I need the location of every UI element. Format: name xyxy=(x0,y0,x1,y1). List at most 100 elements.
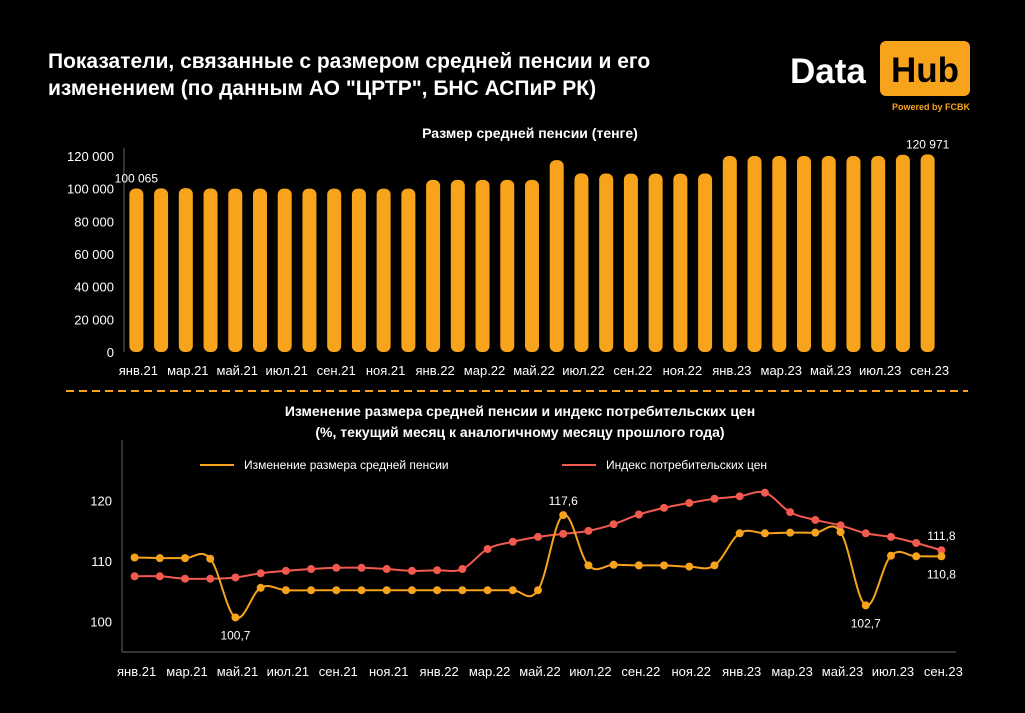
bar-x-tick-label: сен.23 xyxy=(910,363,949,378)
point-cpi-май.21 xyxy=(231,573,240,582)
bar-x-tick-label: июл.23 xyxy=(859,363,901,378)
line-x-tick-label: май.21 xyxy=(217,664,259,679)
bar-chart-y-ticks: 0 20 000 40 000 60 000 80 000 100 000 120 000 xyxy=(67,149,114,360)
point-pension-май.22 xyxy=(534,586,542,595)
line-y-tick-label: 110 xyxy=(91,554,112,569)
point-pension-авг.23 xyxy=(912,552,921,561)
line-data-label: 102,7 xyxy=(851,616,881,630)
point-pension-мар.22 xyxy=(483,586,492,595)
bar-x-tick-label: янв.22 xyxy=(415,363,454,378)
point-cpi-авг.23 xyxy=(912,538,921,547)
line-data-label: 111,8 xyxy=(927,529,956,543)
point-cpi-июн.22 xyxy=(559,529,568,538)
line-x-tick-label: янв.22 xyxy=(420,664,459,679)
point-pension-май.21 xyxy=(231,613,240,622)
point-pension-мар.21 xyxy=(181,554,190,563)
point-cpi-янв.21 xyxy=(130,572,139,581)
bar-chart-title: Размер средней пенсии (тенге) xyxy=(422,125,638,141)
line-y-tick-label: 100 xyxy=(90,615,112,630)
logo-box-word: Hub xyxy=(890,51,960,90)
bar-янв.23 xyxy=(722,156,737,352)
line-y-tick-label: 120 xyxy=(90,494,112,509)
point-pension-дек.22 xyxy=(710,561,719,570)
bar-y-tick-label: 40 000 xyxy=(74,280,114,295)
bar-x-tick-label: июл.22 xyxy=(562,363,604,378)
line-chart-series xyxy=(130,488,946,622)
bar-y-tick-label: 20 000 xyxy=(74,312,114,327)
line-chart-x-ticks: янв.21 мар.21 май.21 июл.21 сен.21 ноя.21 янв.… xyxy=(117,664,963,679)
point-pension-июн.22 xyxy=(559,511,568,520)
line-series-pension xyxy=(134,514,942,619)
line-chart: Изменение размера средней пенсии и индек… xyxy=(90,403,963,679)
line-x-tick-label: мар.23 xyxy=(771,664,812,679)
bar-x-tick-label: сен.21 xyxy=(317,363,356,378)
line-x-tick-label: янв.23 xyxy=(722,664,761,679)
bar-апр.21 xyxy=(203,188,218,352)
point-cpi-янв.22 xyxy=(433,566,442,575)
point-pension-ноя.22 xyxy=(685,562,694,571)
point-cpi-май.22 xyxy=(534,532,542,541)
point-pension-ноя.21 xyxy=(382,586,391,595)
point-pension-апр.22 xyxy=(508,586,517,595)
line-chart-title-line-1: Изменение размера средней пенсии и индек… xyxy=(285,403,755,419)
bar-x-tick-label: ноя.21 xyxy=(366,363,406,378)
line-x-tick-label: май.23 xyxy=(822,664,864,679)
bar-y-tick-label: 100 000 xyxy=(67,182,114,197)
point-cpi-ноя.21 xyxy=(382,565,391,574)
point-cpi-фев.22 xyxy=(458,565,467,574)
line-x-tick-label: май.22 xyxy=(519,664,561,679)
logo-box: Hub xyxy=(880,41,970,96)
bar-ноя.21 xyxy=(376,188,391,352)
bar-y-tick-label: 80 000 xyxy=(74,214,114,229)
bar-x-tick-label: май.22 xyxy=(513,363,555,378)
bar-май.21 xyxy=(228,188,243,352)
line-data-label: 100,7 xyxy=(220,628,250,642)
bar-ноя.22 xyxy=(673,173,688,352)
point-pension-фев.22 xyxy=(458,586,467,595)
point-pension-июл.23 xyxy=(886,551,895,560)
point-cpi-июл.23 xyxy=(886,532,895,541)
legend-label-cpi: Индекс потребительских цен xyxy=(606,458,767,472)
point-cpi-сен.22 xyxy=(634,510,643,519)
bar-май.22 xyxy=(525,179,539,352)
bar-янв.21 xyxy=(129,188,144,352)
bar-chart: Размер средней пенсии (тенге) 0 20 000 40 … xyxy=(67,125,950,378)
bar-сен.22 xyxy=(623,173,638,352)
bar-x-tick-label: май.21 xyxy=(217,363,259,378)
bar-мар.22 xyxy=(475,179,490,352)
line-x-tick-label: июл.22 xyxy=(569,664,611,679)
point-cpi-авг.21 xyxy=(307,565,316,574)
line-chart-legend: Изменение размера средней пенсии Индекс … xyxy=(200,458,767,472)
bar-y-tick-label: 60 000 xyxy=(74,247,114,262)
point-cpi-сен.21 xyxy=(332,563,341,572)
point-cpi-фев.23 xyxy=(760,488,769,497)
logo-word: Data xyxy=(790,52,866,91)
point-pension-сен.22 xyxy=(634,561,643,570)
point-cpi-июн.23 xyxy=(861,529,870,538)
bar-x-tick-label: сен.22 xyxy=(613,363,652,378)
page-title: Показатели, связанные с размером средней… xyxy=(48,50,651,100)
point-cpi-сен.23 xyxy=(937,546,946,555)
bar-июл.23 xyxy=(871,156,886,352)
point-pension-июн.23 xyxy=(861,601,870,610)
bar-x-tick-label: июл.21 xyxy=(266,363,308,378)
line-x-tick-label: мар.22 xyxy=(469,664,510,679)
bar-апр.22 xyxy=(500,179,515,352)
line-x-tick-label: ноя.21 xyxy=(369,664,409,679)
line-x-tick-label: янв.21 xyxy=(117,664,156,679)
point-pension-янв.22 xyxy=(433,586,442,595)
point-cpi-дек.22 xyxy=(710,494,719,503)
bar-авг.22 xyxy=(599,173,614,352)
bar-x-tick-label: янв.23 xyxy=(712,363,751,378)
line-x-tick-label: сен.22 xyxy=(621,664,660,679)
bar-май.23 xyxy=(821,156,836,352)
bar-мар.21 xyxy=(178,188,193,352)
point-cpi-апр.21 xyxy=(206,574,215,583)
bar-x-tick-label: мар.23 xyxy=(761,363,802,378)
point-cpi-июл.22 xyxy=(584,526,593,535)
point-pension-апр.21 xyxy=(206,554,215,563)
point-cpi-дек.21 xyxy=(407,566,416,575)
legend-label-pension: Изменение размера средней пенсии xyxy=(244,458,449,472)
line-chart-title-line-2: (%, текущий месяц к аналогичному месяцу … xyxy=(315,424,724,440)
